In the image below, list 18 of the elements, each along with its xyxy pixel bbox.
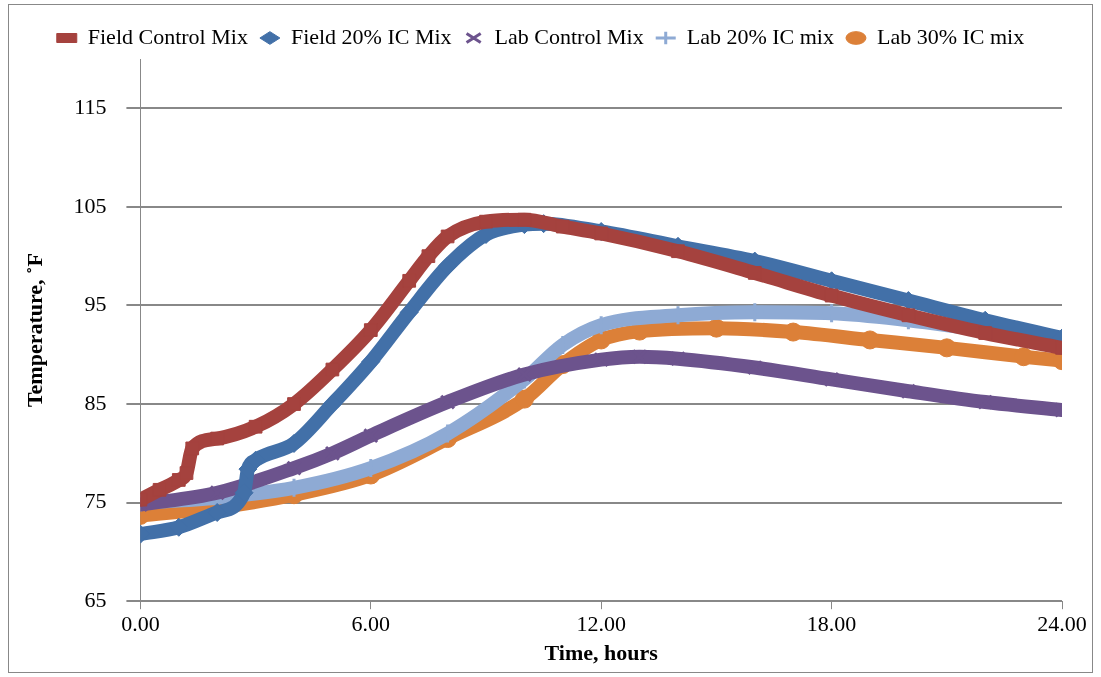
- legend-label: Lab 20% IC mix: [686, 23, 834, 49]
- x-tick-label: 18.00: [806, 611, 857, 637]
- x-tick-label: 6.00: [351, 611, 391, 637]
- x-tick-label: 24.00: [1037, 611, 1087, 637]
- y-tick-label: 65: [84, 586, 107, 612]
- legend-label: Lab 30% IC mix: [876, 23, 1025, 49]
- legend-label: Lab Control Mix: [494, 23, 644, 49]
- x-tick-label: 0.00: [121, 611, 160, 637]
- y-tick-label: 85: [84, 389, 107, 415]
- y-tick-label: 75: [84, 488, 107, 514]
- y-tick-label: 115: [74, 94, 107, 120]
- x-axis-title: Time, hours: [544, 640, 659, 666]
- legend-label: Field 20% IC Mix: [290, 23, 452, 49]
- legend-label: Field Control Mix: [87, 23, 248, 49]
- x-tick-label: 12.00: [576, 611, 626, 637]
- y-tick-label: 105: [73, 192, 107, 218]
- y-axis-title: Temperature, ˚F: [21, 253, 47, 408]
- y-tick-label: 95: [84, 291, 107, 317]
